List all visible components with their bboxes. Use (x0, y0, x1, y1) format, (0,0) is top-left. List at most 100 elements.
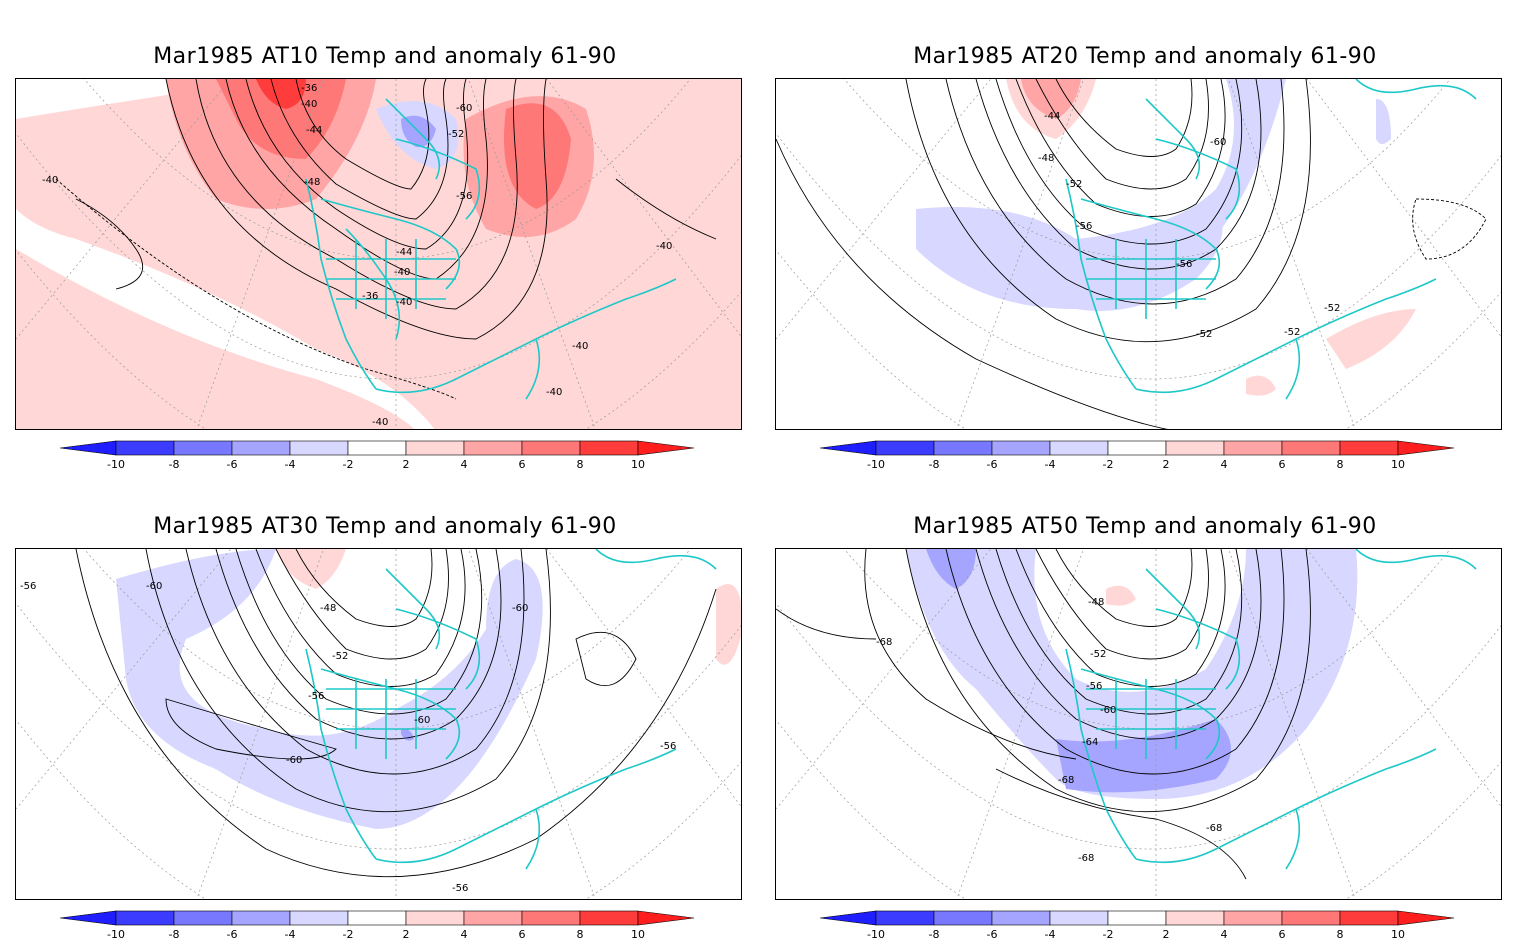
colorbar-tick-label: -10 (107, 458, 125, 471)
colorbar-segment (579, 910, 639, 926)
svg-text:-60: -60 (1100, 705, 1116, 716)
colorbar-segment (1165, 440, 1225, 456)
colorbar-segment (521, 910, 581, 926)
colorbar-arrow-low (59, 440, 117, 456)
colorbar-segment (405, 440, 465, 456)
anomaly-shading (916, 79, 1416, 396)
colorbar-tick-label: -2 (343, 928, 354, 940)
colorbar-arrow-high (637, 910, 695, 926)
colorbar-tick-label: -10 (867, 928, 885, 940)
contour-labels: -44 -48 -52 -56 -56 -60 -52 -52 -52 (1038, 111, 1340, 340)
colorbar-segment (1049, 440, 1109, 456)
colorbar-tick-label: 6 (519, 458, 526, 471)
svg-text:-60: -60 (1210, 137, 1226, 148)
svg-text:-44: -44 (306, 125, 322, 136)
colorbar-segment (1281, 440, 1341, 456)
svg-text:-60: -60 (512, 603, 528, 614)
colorbar-segment (463, 440, 523, 456)
colorbar-tick-label: 10 (631, 458, 645, 471)
svg-text:-52: -52 (1196, 329, 1212, 340)
svg-text:-60: -60 (286, 755, 302, 766)
colorbar-tick-label: 8 (577, 928, 584, 940)
colorbar-segment (1107, 440, 1167, 456)
colorbar-tick-label: -10 (107, 928, 125, 940)
svg-text:-40: -40 (572, 341, 588, 352)
colorbar-at10: -10 -8 -6 -4 -2 2 4 6 8 10 (59, 438, 705, 476)
colorbar-tick-label: 4 (1221, 458, 1228, 471)
colorbar-segment (289, 440, 349, 456)
svg-text:-56: -56 (456, 191, 472, 202)
svg-text:-52: -52 (1090, 649, 1106, 660)
temperature-contours (55, 79, 717, 400)
colorbar-at20: -10 -8 -6 -4 -2 2 4 6 8 10 (819, 438, 1465, 476)
colorbar-at30: -10 -8 -6 -4 -2 2 4 6 8 10 (59, 908, 705, 944)
svg-text:-64: -64 (1082, 737, 1098, 748)
svg-text:-68: -68 (1206, 823, 1222, 834)
contour-labels: -36 -40 -44 -48 -56 -52 -60 -44 -40 -36 … (42, 83, 672, 428)
svg-text:-68: -68 (876, 637, 892, 648)
colorbar-tick-label: 8 (577, 458, 584, 471)
colorbar-tick-label: 4 (461, 458, 468, 471)
colorbar-segment (115, 910, 175, 926)
map-at30: -60 -48 -52 -56 -60 -60 -60 -56 -56 -56 (15, 548, 742, 900)
colorbar-tick-label: -6 (987, 458, 998, 471)
colorbar-tick-label: -6 (987, 928, 998, 940)
colorbar-tick-label: -8 (169, 458, 180, 471)
colorbar-segment (1223, 440, 1283, 456)
colorbar-tick-label: 4 (461, 928, 468, 940)
colorbar-arrow-high (637, 440, 695, 456)
colorbar-segment (1339, 440, 1399, 456)
colorbar-tick-label: -8 (169, 928, 180, 940)
svg-text:-56: -56 (660, 741, 676, 752)
anomaly-shading (116, 549, 741, 829)
latlon-grid (776, 79, 1501, 429)
svg-text:-52: -52 (448, 129, 464, 140)
colorbar-segment (115, 440, 175, 456)
svg-text:-52: -52 (1066, 179, 1082, 190)
colorbar-tick-label: 10 (631, 928, 645, 940)
map-at10: -36 -40 -44 -48 -56 -52 -60 -44 -40 -36 … (15, 78, 742, 430)
colorbar-segment (289, 910, 349, 926)
colorbar-tick-label: -2 (343, 458, 354, 471)
colorbar-tick-label: -4 (1045, 458, 1056, 471)
colorbar-arrow-high (1397, 910, 1455, 926)
svg-text:-40: -40 (372, 417, 388, 428)
svg-text:-48: -48 (1088, 597, 1104, 608)
colorbar-segment (933, 440, 993, 456)
svg-text:-56: -56 (1176, 259, 1192, 270)
svg-text:-52: -52 (1324, 303, 1340, 314)
svg-text:-56: -56 (20, 581, 36, 592)
svg-text:-44: -44 (1044, 111, 1060, 122)
svg-text:-48: -48 (304, 177, 320, 188)
svg-text:-40: -40 (394, 267, 410, 278)
svg-text:-40: -40 (42, 175, 58, 186)
colorbar-arrow-low (819, 910, 877, 926)
colorbar-segment (1223, 910, 1283, 926)
map-at50: -68 -48 -52 -56 -60 -64 -68 -68 -68 (775, 548, 1502, 900)
coastlines (305, 549, 717, 870)
coastlines (305, 98, 677, 400)
svg-text:-60: -60 (456, 103, 472, 114)
colorbar-tick-label: 2 (403, 458, 410, 471)
colorbar-segment (405, 910, 465, 926)
colorbar-tick-label: 8 (1337, 928, 1344, 940)
svg-text:-40: -40 (396, 297, 412, 308)
colorbar-segment (1107, 910, 1167, 926)
colorbar-tick-label: 10 (1391, 928, 1405, 940)
latlon-grid (776, 549, 1501, 899)
panel-title: Mar1985 AT50 Temp and anomaly 61-90 (913, 514, 1377, 539)
colorbar-segment (933, 910, 993, 926)
colorbar-tick-label: 8 (1337, 458, 1344, 471)
svg-text:-44: -44 (396, 247, 412, 258)
svg-text:-52: -52 (332, 651, 348, 662)
contour-labels: -68 -48 -52 -56 -60 -64 -68 -68 -68 (876, 597, 1222, 864)
colorbar-tick-label: 2 (1163, 928, 1170, 940)
colorbar-tick-label: 10 (1391, 458, 1405, 471)
coastlines (1065, 79, 1477, 400)
colorbar-segment (463, 910, 523, 926)
colorbar-segment (521, 440, 581, 456)
svg-text:-40: -40 (546, 387, 562, 398)
svg-text:-48: -48 (1038, 153, 1054, 164)
temperature-contours (776, 549, 1311, 880)
colorbar-tick-label: 2 (1163, 458, 1170, 471)
